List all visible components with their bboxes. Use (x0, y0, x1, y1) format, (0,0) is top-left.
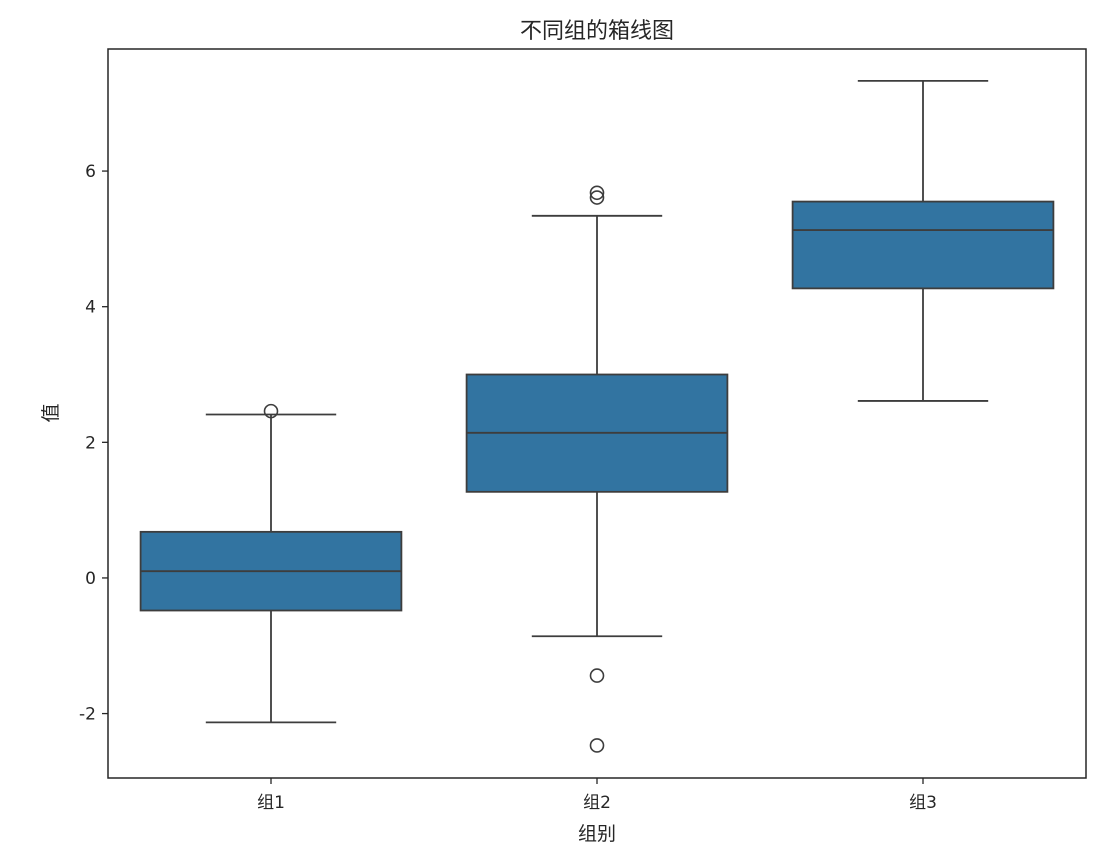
x-tick-label: 组1 (257, 793, 285, 813)
outlier-point (589, 185, 605, 201)
outlier-point (589, 738, 605, 753)
y-axis-label: 值 (40, 403, 62, 422)
y-tick-label: -2 (79, 705, 96, 725)
y-axis: -2 0 2 4 6 (79, 162, 108, 725)
y-tick-label: 0 (85, 569, 96, 589)
box-group-1 (139, 403, 403, 724)
outlier-point (263, 403, 279, 419)
box-group-3 (791, 79, 1055, 402)
x-tick-label: 组2 (583, 793, 611, 813)
x-axis-label: 组别 (578, 823, 616, 845)
box-group-2 (465, 185, 729, 753)
outlier-point (589, 190, 605, 205)
plot-area (139, 79, 1055, 753)
y-tick-label: 6 (85, 162, 96, 182)
chart-title: 不同组的箱线图 (520, 19, 674, 44)
outlier-point (589, 668, 605, 683)
y-tick-label: 2 (85, 433, 96, 453)
x-axis: 组1 组2 组3 (257, 778, 937, 813)
y-tick-label: 4 (85, 298, 96, 318)
iqr-box (791, 200, 1055, 290)
x-tick-label: 组3 (909, 793, 937, 813)
